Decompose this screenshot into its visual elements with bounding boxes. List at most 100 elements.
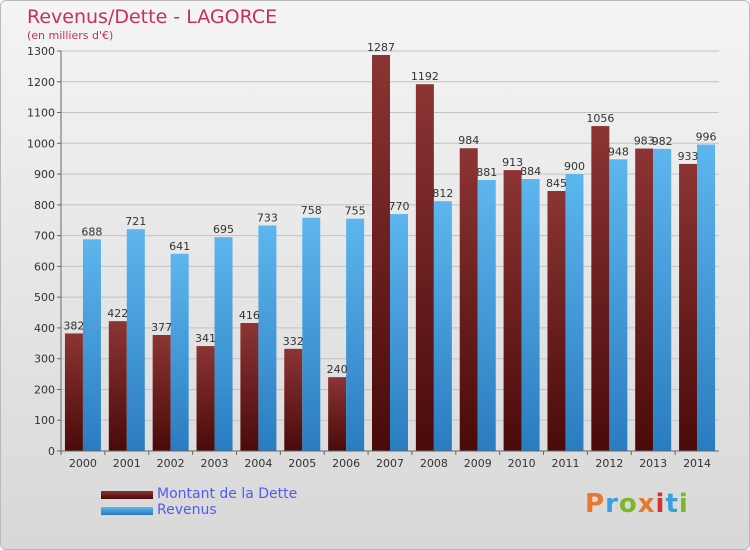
x-tick-label: 2006 [332, 457, 360, 470]
data-label-debt: 332 [283, 335, 304, 348]
data-label-debt: 382 [63, 319, 84, 332]
data-label-revenue: 721 [125, 215, 146, 228]
data-label-debt: 1192 [411, 70, 439, 83]
bar-revenue [214, 237, 233, 451]
bar-debt [284, 348, 303, 451]
data-label-debt: 1056 [586, 112, 614, 125]
x-tick-label: 2010 [508, 457, 536, 470]
bar-revenue [126, 229, 145, 451]
y-tick-label: 800 [34, 199, 55, 212]
bar-debt [635, 148, 654, 452]
data-label-revenue: 770 [389, 200, 410, 213]
data-label-debt: 377 [151, 321, 172, 334]
data-label-revenue: 996 [696, 131, 717, 144]
bar-revenue [170, 253, 189, 451]
logo-letter: o [618, 489, 638, 519]
bar-revenue [346, 218, 365, 451]
data-label-revenue: 900 [564, 160, 585, 173]
y-tick-label: 1300 [27, 45, 55, 58]
x-tick-label: 2008 [420, 457, 448, 470]
data-label-revenue: 695 [213, 223, 234, 236]
y-tick-label: 100 [34, 414, 55, 427]
chart-title: Revenus/Dette - LAGORCE [27, 6, 278, 28]
data-label-debt: 983 [634, 135, 655, 148]
bar-revenue [302, 217, 321, 451]
bar-debt [679, 163, 698, 451]
bar-revenue [477, 179, 496, 451]
y-tick-label: 1000 [27, 137, 55, 150]
x-tick-label: 2011 [551, 457, 579, 470]
y-tick-label: 1200 [27, 76, 55, 89]
bar-debt [240, 323, 259, 451]
x-tick-label: 2012 [595, 457, 623, 470]
data-label-revenue: 812 [432, 187, 453, 200]
y-tick-label: 900 [34, 168, 55, 181]
data-label-revenue: 884 [520, 165, 541, 178]
x-tick-label: 2002 [157, 457, 185, 470]
x-tick-label: 2013 [639, 457, 667, 470]
data-label-revenue: 758 [301, 204, 322, 217]
data-label-debt: 845 [546, 177, 567, 190]
logo-letter: x [637, 489, 656, 519]
bar-debt [547, 191, 566, 451]
x-tick-label: 2014 [683, 457, 711, 470]
y-tick-label: 400 [34, 322, 55, 335]
logo-letter: r [605, 489, 619, 519]
data-label-debt: 422 [107, 307, 128, 320]
data-label-revenue: 948 [608, 145, 629, 158]
bar-revenue [521, 179, 540, 451]
y-tick-label: 0 [48, 445, 55, 458]
data-label-debt: 1287 [367, 41, 395, 54]
x-tick-label: 2005 [288, 457, 316, 470]
legend-label-debt: Montant de la Dette [157, 486, 298, 502]
bar-revenue [390, 214, 408, 451]
y-tick-label: 600 [34, 260, 55, 273]
bar-debt [415, 84, 434, 451]
legend-swatch-revenue [101, 507, 153, 515]
bar-debt [372, 55, 390, 451]
y-tick-label: 500 [34, 291, 55, 304]
data-label-revenue: 881 [476, 166, 497, 179]
chart-subtitle: (en milliers d'€) [27, 29, 114, 42]
legend-label-revenue: Revenus [157, 502, 217, 518]
bar-debt [152, 335, 171, 451]
bar-debt [328, 377, 347, 451]
y-tick-label: 200 [34, 383, 55, 396]
x-tick-label: 2001 [113, 457, 141, 470]
x-tick-label: 2004 [244, 457, 272, 470]
x-tick-label: 2009 [464, 457, 492, 470]
bar-debt [196, 346, 215, 451]
x-tick-label: 2003 [201, 457, 229, 470]
data-label-revenue: 755 [345, 205, 366, 218]
data-label-debt: 416 [239, 309, 260, 322]
bar-revenue [609, 159, 628, 452]
data-label-debt: 240 [327, 363, 348, 376]
bar-revenue [82, 239, 101, 451]
proxiti-logo: Proxiti [585, 489, 689, 519]
x-tick-label: 2000 [69, 457, 97, 470]
bar-revenue [565, 174, 584, 452]
bar-revenue [653, 148, 672, 451]
data-label-revenue: 641 [169, 240, 190, 253]
data-label-revenue: 688 [81, 225, 102, 238]
data-label-debt: 913 [502, 156, 523, 169]
bar-revenue [258, 225, 277, 451]
logo-letter: i [678, 489, 689, 519]
data-label-debt: 341 [195, 332, 216, 345]
logo-letter: t [665, 489, 679, 519]
data-label-revenue: 733 [257, 211, 278, 224]
bar-revenue [697, 144, 716, 452]
logo-letter: i [655, 489, 666, 519]
logo-letter: P [585, 489, 606, 519]
bar-revenue [433, 201, 452, 451]
bar-debt [503, 170, 522, 452]
legend-swatch-debt [101, 491, 153, 499]
data-label-debt: 984 [458, 134, 479, 147]
x-tick-label: 2007 [376, 457, 404, 470]
y-tick-label: 300 [34, 353, 55, 366]
bar-debt [108, 321, 127, 451]
y-tick-label: 700 [34, 230, 55, 243]
data-label-debt: 933 [678, 150, 699, 163]
